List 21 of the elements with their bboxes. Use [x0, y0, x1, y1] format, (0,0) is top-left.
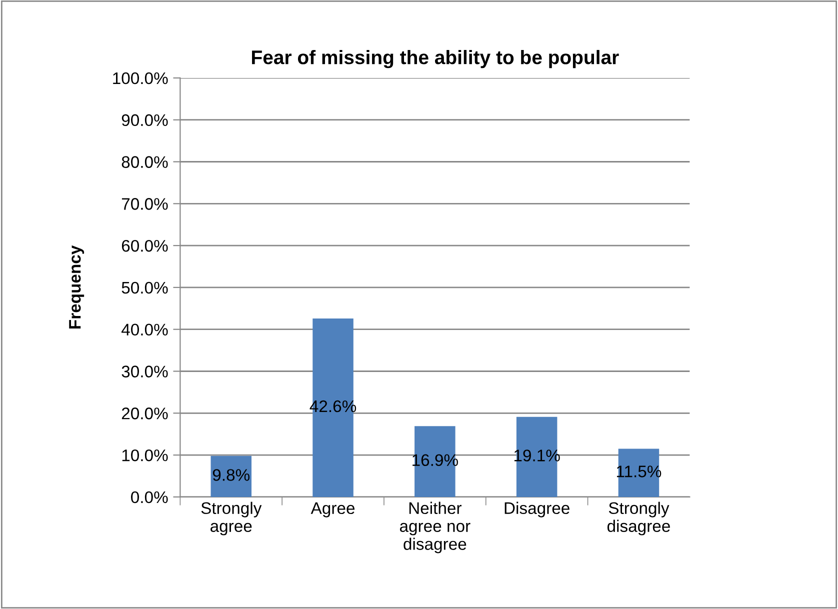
- y-axis-title: Frequency: [69, 245, 84, 328]
- y-tick-label: 30.0%: [122, 366, 168, 378]
- y-tick-label: 0.0%: [131, 491, 168, 504]
- y-tick-label: 90.0%: [122, 114, 168, 126]
- x-tick-label: Disagree: [504, 502, 570, 518]
- y-tick-label: 20.0%: [122, 408, 168, 420]
- x-tick-label: Strongly agree: [201, 502, 262, 536]
- bar: [210, 456, 252, 497]
- y-tick-label: 100.0%: [113, 72, 168, 84]
- data-label: 9.8%: [212, 469, 250, 481]
- y-tick-label: 40.0%: [121, 324, 168, 336]
- x-tick-label: Strongly disagree: [607, 502, 670, 536]
- y-tick-label: 50.0%: [122, 282, 168, 294]
- data-label: 19.1%: [514, 450, 560, 462]
- y-tick-label: 10.0%: [122, 449, 168, 462]
- x-tick-label: Agree: [310, 502, 355, 518]
- y-tick-label: 60.0%: [122, 240, 168, 252]
- y-tick-label: 80.0%: [122, 156, 168, 168]
- y-tick-label: 70.0%: [122, 198, 168, 210]
- x-tick-label: Neither agree nor disagree: [400, 502, 470, 554]
- chart-title: Fear of missing the ability to be popular: [252, 50, 619, 68]
